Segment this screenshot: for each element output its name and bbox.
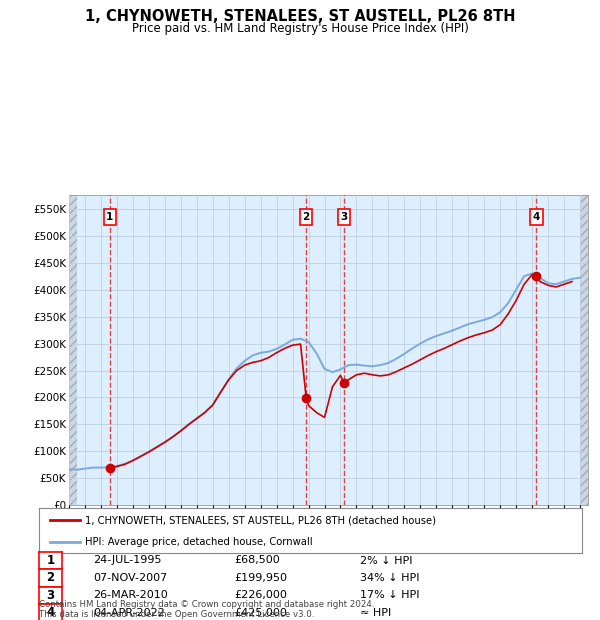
Text: £199,950: £199,950 xyxy=(234,573,287,583)
Text: 3: 3 xyxy=(46,589,55,601)
Text: Contains HM Land Registry data © Crown copyright and database right 2024.
This d: Contains HM Land Registry data © Crown c… xyxy=(39,600,374,619)
Text: ≈ HPI: ≈ HPI xyxy=(360,608,391,618)
Text: 2: 2 xyxy=(46,572,55,584)
Text: 1: 1 xyxy=(46,554,55,567)
Text: 4: 4 xyxy=(46,606,55,619)
Text: Price paid vs. HM Land Registry's House Price Index (HPI): Price paid vs. HM Land Registry's House … xyxy=(131,22,469,35)
Bar xyxy=(580,195,588,505)
Text: £425,000: £425,000 xyxy=(234,608,287,618)
Text: 2: 2 xyxy=(302,212,310,222)
Text: 17% ↓ HPI: 17% ↓ HPI xyxy=(360,590,419,600)
Text: £68,500: £68,500 xyxy=(234,556,280,565)
Text: 4: 4 xyxy=(533,212,540,222)
Text: 1, CHYNOWETH, STENALEES, ST AUSTELL, PL26 8TH: 1, CHYNOWETH, STENALEES, ST AUSTELL, PL2… xyxy=(85,9,515,24)
Text: £226,000: £226,000 xyxy=(234,590,287,600)
Bar xyxy=(580,195,588,505)
Text: HPI: Average price, detached house, Cornwall: HPI: Average price, detached house, Corn… xyxy=(85,538,313,547)
Bar xyxy=(69,195,77,505)
Text: 2% ↓ HPI: 2% ↓ HPI xyxy=(360,556,413,565)
Text: 34% ↓ HPI: 34% ↓ HPI xyxy=(360,573,419,583)
Text: 07-NOV-2007: 07-NOV-2007 xyxy=(93,573,167,583)
Text: 04-APR-2022: 04-APR-2022 xyxy=(93,608,165,618)
Text: 3: 3 xyxy=(341,212,348,222)
Text: 26-MAR-2010: 26-MAR-2010 xyxy=(93,590,168,600)
Text: 24-JUL-1995: 24-JUL-1995 xyxy=(93,556,161,565)
Text: 1, CHYNOWETH, STENALEES, ST AUSTELL, PL26 8TH (detached house): 1, CHYNOWETH, STENALEES, ST AUSTELL, PL2… xyxy=(85,515,436,525)
Bar xyxy=(69,195,77,505)
Text: 1: 1 xyxy=(106,212,113,222)
